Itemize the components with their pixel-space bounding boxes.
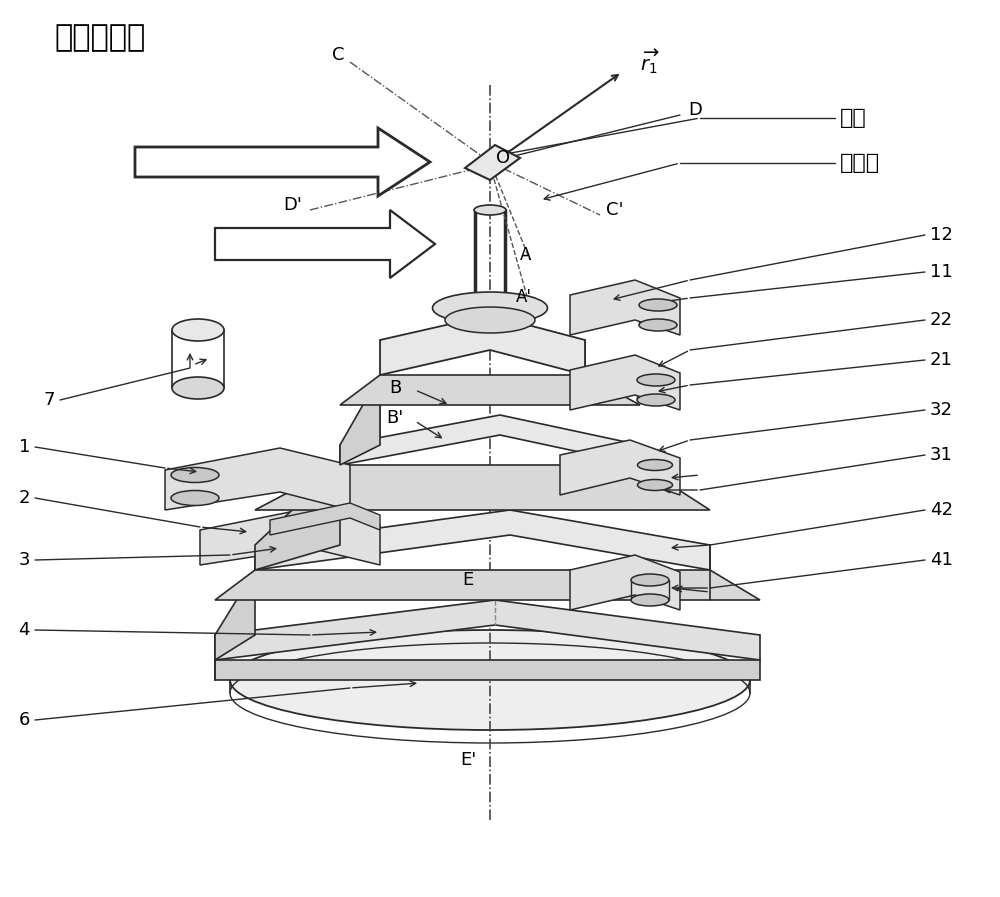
Text: $\overrightarrow{r_1}$: $\overrightarrow{r_1}$ (640, 48, 660, 76)
Text: 样品: 样品 (840, 108, 867, 128)
Text: A': A' (516, 288, 532, 306)
Polygon shape (570, 280, 680, 335)
Ellipse shape (445, 307, 535, 333)
Text: 7: 7 (44, 391, 55, 409)
Text: 入射中子束: 入射中子束 (54, 23, 146, 53)
Ellipse shape (172, 377, 224, 399)
Ellipse shape (639, 299, 677, 311)
Text: 4: 4 (18, 621, 30, 639)
Ellipse shape (230, 630, 750, 730)
Ellipse shape (432, 292, 548, 324)
Polygon shape (135, 128, 430, 196)
Polygon shape (380, 315, 585, 375)
Text: 3: 3 (18, 551, 30, 569)
Text: E: E (462, 571, 474, 589)
Polygon shape (215, 600, 760, 660)
Text: 1: 1 (19, 438, 30, 456)
Text: B': B' (386, 409, 404, 427)
Text: 6: 6 (19, 711, 30, 729)
Text: 样品架: 样品架 (840, 153, 880, 173)
Polygon shape (255, 465, 710, 510)
Polygon shape (200, 508, 380, 565)
Ellipse shape (639, 319, 677, 331)
Polygon shape (270, 503, 380, 535)
Text: 21: 21 (930, 351, 953, 369)
Ellipse shape (171, 491, 219, 506)
Ellipse shape (638, 459, 672, 471)
Text: O: O (496, 149, 510, 167)
Text: 42: 42 (930, 501, 953, 519)
Text: D': D' (284, 196, 302, 214)
Text: 32: 32 (930, 401, 953, 419)
Polygon shape (215, 570, 760, 600)
Ellipse shape (638, 480, 672, 491)
Polygon shape (560, 440, 680, 495)
Polygon shape (215, 210, 435, 278)
Ellipse shape (172, 319, 224, 341)
Text: A: A (520, 246, 532, 264)
Ellipse shape (637, 374, 675, 386)
Text: D: D (688, 101, 702, 119)
Ellipse shape (474, 205, 506, 215)
Polygon shape (465, 145, 520, 180)
Polygon shape (215, 570, 255, 660)
Text: 2: 2 (18, 489, 30, 507)
Text: 31: 31 (930, 446, 953, 464)
Polygon shape (215, 660, 760, 680)
Polygon shape (570, 555, 680, 610)
Ellipse shape (171, 467, 219, 483)
Text: C': C' (606, 201, 624, 219)
Text: B: B (389, 379, 401, 397)
Polygon shape (165, 448, 350, 510)
Polygon shape (340, 375, 380, 465)
Text: 11: 11 (930, 263, 953, 281)
Polygon shape (255, 510, 710, 570)
Polygon shape (340, 375, 640, 405)
Text: C: C (332, 46, 344, 64)
Text: 41: 41 (930, 551, 953, 569)
Text: 22: 22 (930, 311, 953, 329)
Ellipse shape (637, 394, 675, 406)
Text: E': E' (460, 751, 476, 769)
Polygon shape (570, 355, 680, 410)
Polygon shape (340, 415, 640, 465)
Polygon shape (255, 465, 340, 570)
Ellipse shape (631, 594, 669, 606)
Text: 12: 12 (930, 226, 953, 244)
Ellipse shape (631, 574, 669, 586)
